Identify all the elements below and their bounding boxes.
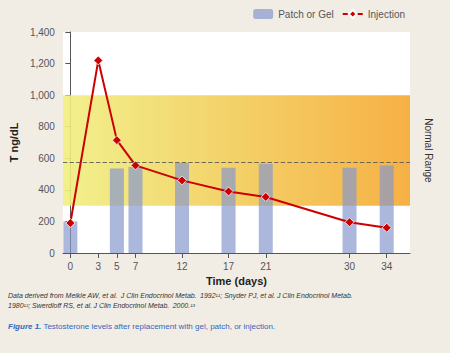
- svg-text:Testosterone levels after repl: Testosterone levels after replacement wi…: [41, 322, 275, 331]
- svg-text:200: 200: [38, 216, 55, 227]
- svg-text:Injection: Injection: [368, 9, 405, 20]
- svg-text:T ng/dL: T ng/dL: [8, 122, 20, 162]
- svg-text:0: 0: [49, 248, 55, 259]
- svg-text:1,400: 1,400: [30, 27, 55, 38]
- svg-text:3: 3: [96, 261, 102, 272]
- svg-text:Normal Range: Normal Range: [423, 118, 434, 183]
- svg-text:800: 800: [38, 121, 55, 132]
- svg-text:0: 0: [68, 261, 74, 272]
- svg-text:Data derived from Meikle AW, e: Data derived from Meikle AW, et al. J Cl…: [8, 292, 353, 300]
- svg-text:Time (days): Time (days): [206, 275, 267, 287]
- svg-text:5: 5: [114, 261, 120, 272]
- svg-text:1980¹²; Swerdloff RS, et al. J: 1980¹²; Swerdloff RS, et al. J Clin Endo…: [8, 302, 196, 309]
- svg-text:1,200: 1,200: [30, 58, 55, 69]
- svg-text:30: 30: [344, 261, 356, 272]
- svg-text:7: 7: [133, 261, 139, 272]
- svg-text:21: 21: [260, 261, 272, 272]
- svg-text:400: 400: [38, 184, 55, 195]
- svg-text:600: 600: [38, 153, 55, 164]
- svg-text:12: 12: [176, 261, 188, 272]
- svg-text:Patch or Gel: Patch or Gel: [278, 9, 334, 20]
- svg-text:1,000: 1,000: [30, 90, 55, 101]
- svg-text:34: 34: [381, 261, 393, 272]
- svg-text:Figure 1.: Figure 1.: [8, 322, 41, 331]
- svg-text:17: 17: [223, 261, 235, 272]
